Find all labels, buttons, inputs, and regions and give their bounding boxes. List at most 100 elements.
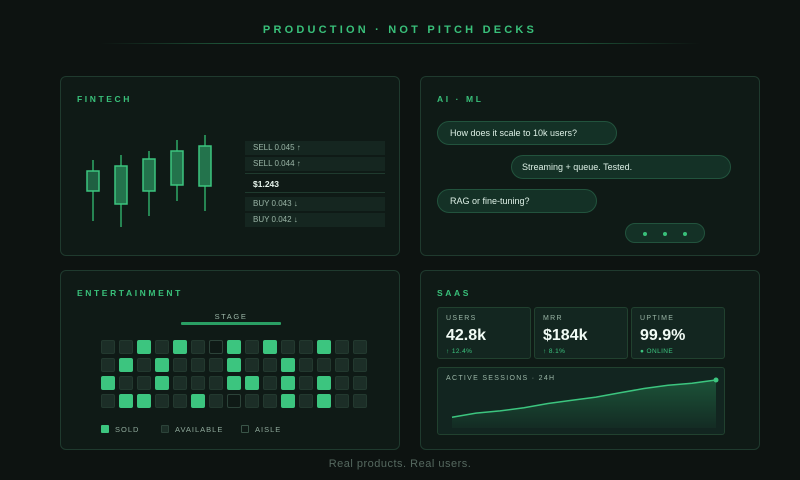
seat-available[interactable] [299,376,313,390]
seat-available[interactable] [191,376,205,390]
seat-available[interactable] [353,394,367,408]
stage-bar [181,322,281,325]
candle-body [142,158,156,192]
legend-aisle-label: AISLE [255,425,282,434]
footer-tagline: Real products. Real users. [328,458,472,470]
current-price: $1.243 [245,173,385,193]
buy-order-row: BUY 0.042 ↓ [245,213,385,227]
ai-ml-card: AI · ML How does it scale to 10k users? … [420,76,760,256]
candle-body [170,150,184,186]
sessions-chart-title: ACTIVE SESSIONS · 24H [446,375,556,382]
seat-sold [155,358,169,372]
legend-available: AVAILABLE [161,425,223,434]
seat-sold [191,394,205,408]
order-book: SELL 0.045 ↑ SELL 0.044 ↑ $1.243 BUY 0.0… [245,141,385,229]
seat-available[interactable] [299,358,313,372]
ai-ml-title: AI · ML [437,94,484,104]
legend-aisle-swatch [241,425,249,433]
legend-sold: SOLD [101,425,139,434]
saas-card: SAAS USERS 42.8k ↑ 12.4% MRR $184k ↑ 8.1… [420,270,760,450]
seat-sold [227,358,241,372]
sessions-endpoint [713,377,719,383]
seat-sold [137,340,151,354]
typing-dot [643,232,647,236]
seat-available[interactable] [101,394,115,408]
seat-available[interactable] [353,358,367,372]
seat-available[interactable] [245,394,259,408]
candle-body [198,145,212,187]
seat-available[interactable] [263,358,277,372]
seat-sold [227,340,241,354]
seat-available[interactable] [173,376,187,390]
entertainment-card: ENTERTAINMENT STAGE SOLD AVAILABLE AISLE [60,270,400,450]
seat-available[interactable] [281,340,295,354]
kpi-users: USERS 42.8k ↑ 12.4% [437,307,531,359]
seat-available[interactable] [209,394,223,408]
seat-aisle [209,340,223,354]
seat-available[interactable] [335,358,349,372]
seat-available[interactable] [137,376,151,390]
saas-title: SAAS [437,288,472,298]
chat-message-user: RAG or fine-tuning? [437,189,597,213]
kpi-uptime: UPTIME 99.9% ● ONLINE [631,307,725,359]
chat-message-user: How does it scale to 10k users? [437,121,617,145]
sell-order-row: SELL 0.045 ↑ [245,141,385,155]
seat-sold [119,358,133,372]
seat-sold [173,340,187,354]
seat-available[interactable] [335,340,349,354]
kpi-users-label: USERS [446,315,477,322]
seat-sold [155,376,169,390]
sell-order-row: SELL 0.044 ↑ [245,157,385,171]
kpi-uptime-status: ● ONLINE [640,348,674,355]
seat-sold [281,358,295,372]
seat-available[interactable] [335,394,349,408]
seat-available[interactable] [263,394,277,408]
seat-available[interactable] [137,358,151,372]
fintech-title: FINTECH [77,94,133,104]
legend-sold-swatch [101,425,109,433]
seat-sold [245,376,259,390]
sessions-chart-card: ACTIVE SESSIONS · 24H [437,367,725,435]
seat-available[interactable] [209,358,223,372]
seat-available[interactable] [191,358,205,372]
kpi-uptime-label: UPTIME [640,315,675,322]
legend-sold-label: SOLD [115,425,140,434]
typing-indicator [625,223,705,243]
seat-sold [263,340,277,354]
sessions-line-chart [451,377,719,428]
entertainment-title: ENTERTAINMENT [77,288,183,298]
seat-aisle [227,394,241,408]
seat-available[interactable] [155,340,169,354]
seat-available[interactable] [173,394,187,408]
seat-available[interactable] [155,394,169,408]
kpi-mrr-change: ↑ 8.1% [543,348,566,355]
seat-available[interactable] [263,376,277,390]
seat-sold [119,394,133,408]
seat-sold [317,376,331,390]
seat-available[interactable] [317,358,331,372]
seat-sold [317,394,331,408]
legend-available-swatch [161,425,169,433]
seat-available[interactable] [101,340,115,354]
seat-available[interactable] [101,358,115,372]
seat-sold [281,376,295,390]
seat-available[interactable] [119,340,133,354]
seat-available[interactable] [173,358,187,372]
kpi-mrr: MRR $184k ↑ 8.1% [534,307,628,359]
seat-available[interactable] [119,376,133,390]
seat-available[interactable] [191,340,205,354]
legend-available-label: AVAILABLE [175,425,224,434]
kpi-mrr-label: MRR [543,315,563,322]
seat-available[interactable] [245,340,259,354]
seat-available[interactable] [209,376,223,390]
seat-available[interactable] [335,376,349,390]
seat-available[interactable] [353,376,367,390]
seat-sold [137,394,151,408]
kpi-users-value: 42.8k [446,327,487,344]
header-divider [100,43,700,44]
kpi-mrr-value: $184k [543,327,588,344]
seat-available[interactable] [299,394,313,408]
seat-available[interactable] [299,340,313,354]
seat-available[interactable] [353,340,367,354]
seat-available[interactable] [245,358,259,372]
